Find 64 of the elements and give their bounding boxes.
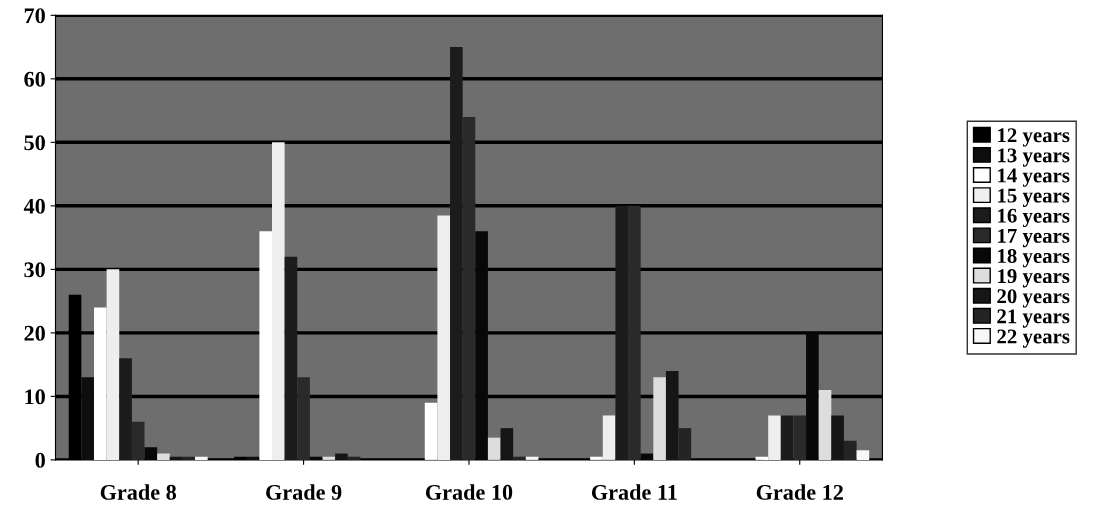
legend-label: 22 years	[997, 329, 1070, 348]
y-tick-label: 60	[24, 71, 45, 87]
y-tick-label: 50	[24, 135, 45, 151]
bar	[487, 437, 501, 460]
bar	[347, 456, 361, 460]
bar	[590, 456, 603, 460]
bar	[856, 450, 870, 460]
bar	[602, 415, 616, 460]
bar	[195, 456, 208, 460]
bar	[831, 415, 844, 460]
bar	[93, 307, 107, 460]
legend-label: 17 years	[998, 228, 1070, 248]
bar	[628, 205, 641, 460]
bar	[793, 415, 807, 460]
bar	[106, 269, 120, 460]
bar	[335, 453, 348, 460]
bar	[272, 142, 285, 460]
bar	[284, 256, 298, 460]
legend-label: 19 years	[998, 269, 1070, 288]
bar	[450, 47, 463, 460]
bar	[818, 390, 832, 460]
x-tick-label: Grade 8	[100, 484, 177, 500]
x-tick-label: Grade 9	[266, 484, 342, 500]
y-tick-label: 30	[24, 262, 45, 278]
legend-label: 15 years	[998, 188, 1070, 207]
legend-label: 20 years	[997, 289, 1070, 308]
bar	[653, 377, 666, 460]
legend-label: 18 years	[998, 248, 1070, 268]
bar	[665, 370, 679, 460]
y-tick-label: 20	[24, 325, 45, 341]
bar	[182, 456, 196, 460]
y-tick-label: 10	[25, 389, 45, 405]
legend-label: 12 years	[998, 128, 1070, 147]
bar	[119, 358, 132, 460]
bar	[755, 456, 769, 460]
bar	[768, 415, 781, 460]
bar	[322, 456, 336, 460]
legend-label: 21 years	[997, 309, 1070, 328]
legend-label: 14 years	[998, 168, 1070, 187]
bar	[259, 231, 273, 460]
bar	[131, 421, 145, 460]
bar	[81, 377, 94, 460]
bar	[843, 440, 857, 460]
y-tick-label: 40	[23, 198, 45, 214]
x-tick-label: Grade 11	[591, 484, 677, 500]
bar	[500, 428, 514, 460]
bar	[246, 456, 260, 460]
bar	[169, 456, 183, 460]
bar	[513, 456, 526, 460]
legend-label: 13 years	[998, 148, 1070, 167]
legend-label: 16 years	[998, 208, 1070, 228]
y-tick-label: 0	[35, 452, 45, 468]
bar	[157, 453, 170, 460]
y-tick-label: 70	[24, 8, 45, 24]
bar	[615, 205, 629, 460]
bar	[462, 116, 476, 460]
x-tick-label: Grade 12	[756, 484, 843, 500]
bar	[525, 456, 539, 460]
bar	[678, 428, 692, 460]
bar	[437, 215, 451, 460]
bar	[297, 377, 310, 460]
x-tick-label: Grade 10	[425, 484, 513, 500]
bar	[780, 415, 794, 460]
bar	[424, 402, 438, 460]
